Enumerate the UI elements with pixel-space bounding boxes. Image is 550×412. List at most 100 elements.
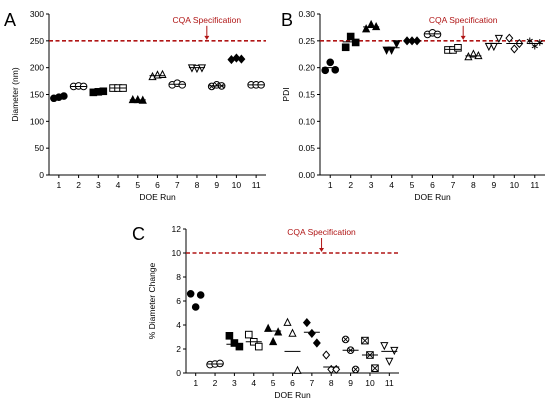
x-tick-label: 7 <box>309 378 314 388</box>
series-run-10 <box>227 53 246 65</box>
y-tick-label: 100 <box>30 116 44 126</box>
data-point <box>153 70 162 79</box>
x-tick-label: 10 <box>365 378 375 388</box>
series-run-3 <box>225 332 244 351</box>
x-tick-label: 9 <box>348 378 353 388</box>
x-tick-label: 11 <box>530 180 539 190</box>
data-point <box>192 64 202 74</box>
x-tick-label: 6 <box>155 180 160 190</box>
x-tick-label: 1 <box>56 180 61 190</box>
marker-cross-stroke <box>352 366 359 373</box>
data-point <box>454 44 462 52</box>
data-point <box>99 87 108 96</box>
spec-label: CQA Specification <box>429 15 498 25</box>
x-tick-label: 5 <box>271 378 276 388</box>
data-point <box>387 46 396 55</box>
data-point <box>382 46 391 55</box>
y-tick-label: 0.00 <box>298 170 315 180</box>
data-point <box>371 364 379 372</box>
data-point <box>367 19 376 29</box>
series-run-1 <box>321 58 340 75</box>
data-point <box>351 365 360 374</box>
series-run-9 <box>484 34 503 52</box>
x-tick-label: 3 <box>232 378 237 388</box>
data-point <box>361 336 369 345</box>
series-run-4 <box>109 84 127 92</box>
x-tick-label: 11 <box>385 378 394 388</box>
data-point <box>494 34 503 44</box>
marker-asterisk-stroke <box>526 38 533 43</box>
panel-letter: C <box>132 224 145 244</box>
series-run-2 <box>341 32 360 52</box>
y-tick-label: 250 <box>30 36 44 46</box>
marker-cross-stroke <box>342 336 349 343</box>
data-point <box>326 58 335 67</box>
data-point <box>191 303 200 311</box>
data-point <box>362 24 371 33</box>
series-run-5 <box>264 323 283 346</box>
marker-asterisk-stroke <box>531 44 538 49</box>
y-tick-label: 50 <box>35 143 45 153</box>
series-run-6 <box>423 28 442 39</box>
y-tick-label: 0.05 <box>298 143 315 153</box>
series-run-7 <box>302 318 321 348</box>
x-tick-label: 9 <box>214 180 219 190</box>
y-tick-label: 10 <box>172 248 182 258</box>
panel-letter: B <box>281 10 293 30</box>
series-run-8 <box>464 49 483 61</box>
chart-panel-b: B 0.00 0.05 0.10 0.15 0.20 0.25 0.30 1 2 3 4 5 6 7 8 9 10… <box>281 9 545 202</box>
data-point <box>321 66 330 75</box>
data-point <box>341 43 350 52</box>
data-point <box>346 32 355 41</box>
x-tick-label: 6 <box>290 378 295 388</box>
x-tick-label: 2 <box>76 180 81 190</box>
spec-arrow-head <box>460 35 466 40</box>
series-run-3 <box>89 87 108 97</box>
data-point <box>158 69 167 78</box>
series-run-3 <box>362 19 381 33</box>
y-tick-label: 2 <box>176 344 181 354</box>
data-point <box>351 38 360 47</box>
data-point <box>283 317 292 326</box>
marker-cross-stroke <box>371 364 379 372</box>
x-tick-label: 2 <box>348 180 353 190</box>
y-tick-label: 0.20 <box>298 63 315 73</box>
series-run-10 <box>505 33 524 54</box>
series-run-1 <box>50 92 68 103</box>
data-point <box>390 346 399 356</box>
x-tick-label: 4 <box>389 180 394 190</box>
y-tick-label: 300 <box>30 9 44 19</box>
x-tick-label: 8 <box>329 378 334 388</box>
x-tick-label: 7 <box>175 180 180 190</box>
data-point <box>197 64 207 73</box>
x-tick-label: 5 <box>135 180 140 190</box>
x-axis-title: DOE Run <box>139 192 176 202</box>
x-tick-label: 6 <box>430 180 435 190</box>
y-tick-label: 4 <box>176 320 181 330</box>
y-tick-label: 0 <box>39 170 44 180</box>
y-axis-title: Diameter (nm) <box>10 67 20 121</box>
x-tick-label: 5 <box>410 180 415 190</box>
data-point <box>312 338 321 348</box>
y-axis-title: PDI <box>281 87 291 101</box>
y-tick-label: 0.15 <box>298 90 315 100</box>
x-tick-label: 3 <box>96 180 101 190</box>
x-tick-label: 8 <box>471 180 476 190</box>
series-run-4 <box>244 330 263 351</box>
x-tick-label: 9 <box>491 180 496 190</box>
y-tick-label: 12 <box>172 224 182 234</box>
series-run-11 <box>380 342 399 366</box>
x-tick-label: 11 <box>252 180 261 190</box>
series-run-4 <box>382 40 401 55</box>
marker-cross-stroke <box>361 336 369 345</box>
data-point <box>385 357 394 366</box>
x-axis-title: DOE Run <box>274 390 311 400</box>
data-point <box>187 64 197 73</box>
series-run-6 <box>148 69 167 81</box>
data-point <box>307 328 316 338</box>
chart-panel-a: A 0 50 100 150 200 250 300 1 2 3 4 5 6 7 8 9 10 11 DOE Run D… <box>4 9 266 202</box>
data-point <box>264 323 273 332</box>
x-tick-label: 1 <box>328 180 333 190</box>
